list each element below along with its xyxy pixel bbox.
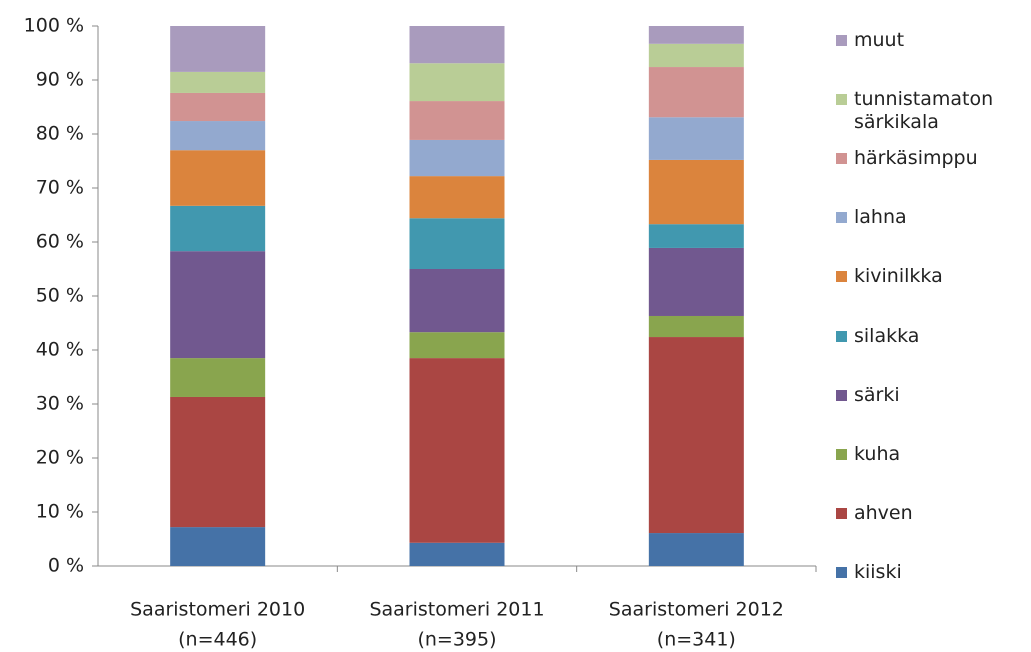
bar-segment — [409, 358, 505, 543]
legend-label: lahna — [854, 206, 907, 229]
bar-segment — [648, 224, 744, 248]
bar-segment — [409, 218, 505, 269]
bar-segment — [409, 63, 505, 102]
legend-label: silakka — [854, 324, 920, 347]
bar-segment — [648, 117, 744, 160]
legend-label: särki — [854, 383, 900, 406]
x-tick-label: (n=446) — [178, 629, 257, 651]
bar-segment — [170, 26, 266, 72]
bar-segment — [648, 247, 744, 316]
bar-segment — [170, 92, 266, 122]
x-tick-label: Saaristomeri 2012 — [609, 599, 784, 621]
y-tick-label: 90 % — [36, 69, 84, 91]
bar-segment — [409, 542, 505, 566]
x-tick-label: Saaristomeri 2010 — [130, 599, 305, 621]
legend-label: kuha — [854, 442, 901, 465]
bar-segment — [409, 269, 505, 333]
bar-segment — [648, 159, 744, 225]
legend-label: muut — [854, 29, 905, 51]
legend-swatch — [836, 507, 847, 519]
legend-item: silakka — [836, 325, 1024, 348]
legend-item: kiiski — [836, 561, 1024, 584]
bar-segment — [409, 139, 505, 177]
bar-segment — [409, 26, 505, 64]
bar-segment — [170, 150, 266, 206]
legend-swatch — [836, 271, 847, 283]
bar-segment — [648, 43, 744, 68]
bar-segment — [170, 527, 266, 566]
legend-label: tunnistamaton särkikala — [854, 88, 994, 134]
bar-segment — [170, 251, 266, 359]
legend-item: härkäsimppu — [836, 147, 1024, 170]
legend-swatch — [836, 448, 847, 460]
legend-item: tunnistamaton särkikala — [836, 88, 1024, 134]
bar-segment — [648, 26, 744, 44]
legend-swatch — [836, 389, 847, 401]
legend-label: härkäsimppu — [854, 147, 978, 170]
bar-segment — [648, 315, 744, 338]
y-tick-label: 10 % — [36, 501, 84, 523]
y-tick-label: 40 % — [36, 339, 84, 361]
bar-segment — [648, 67, 744, 118]
y-tick-label: 80 % — [36, 123, 84, 145]
legend-item: kivinilkka — [836, 265, 1024, 288]
x-tick-label: Saaristomeri 2011 — [369, 599, 544, 621]
legend-swatch — [836, 566, 847, 578]
legend-swatch — [836, 35, 847, 46]
legend-item: ahven — [836, 502, 1024, 525]
legend-swatch — [836, 94, 847, 106]
bar-segment — [170, 121, 266, 151]
legend-label: kiiski — [854, 560, 902, 583]
x-tick-label: (n=395) — [417, 629, 496, 651]
legend-swatch — [836, 212, 847, 224]
legend-item: lahna — [836, 206, 1024, 229]
bar-segment — [648, 337, 744, 534]
bar-segment — [409, 101, 505, 140]
y-tick-label: 20 % — [36, 447, 84, 469]
y-tick-label: 70 % — [36, 177, 84, 199]
y-tick-label: 50 % — [36, 285, 84, 307]
x-tick-label: (n=341) — [657, 629, 736, 651]
y-tick-label: 30 % — [36, 393, 84, 415]
bar-segment — [409, 176, 505, 219]
legend-swatch — [836, 330, 847, 342]
y-tick-label: 100 % — [24, 15, 84, 37]
legend-item: muut — [836, 29, 1024, 52]
y-tick-label: 0 % — [48, 555, 84, 577]
legend-item: kuha — [836, 443, 1024, 466]
bar-segment — [170, 205, 266, 252]
legend-label: kivinilkka — [854, 265, 943, 288]
bar-segment — [170, 396, 266, 528]
bar-segment — [170, 358, 266, 397]
legend-swatch — [836, 153, 847, 165]
bar-segment — [648, 533, 744, 566]
bar-segment — [170, 71, 266, 93]
legend-label: ahven — [854, 501, 913, 524]
bar-segment — [409, 332, 505, 359]
legend-item: särki — [836, 384, 1024, 407]
y-tick-label: 60 % — [36, 231, 84, 253]
